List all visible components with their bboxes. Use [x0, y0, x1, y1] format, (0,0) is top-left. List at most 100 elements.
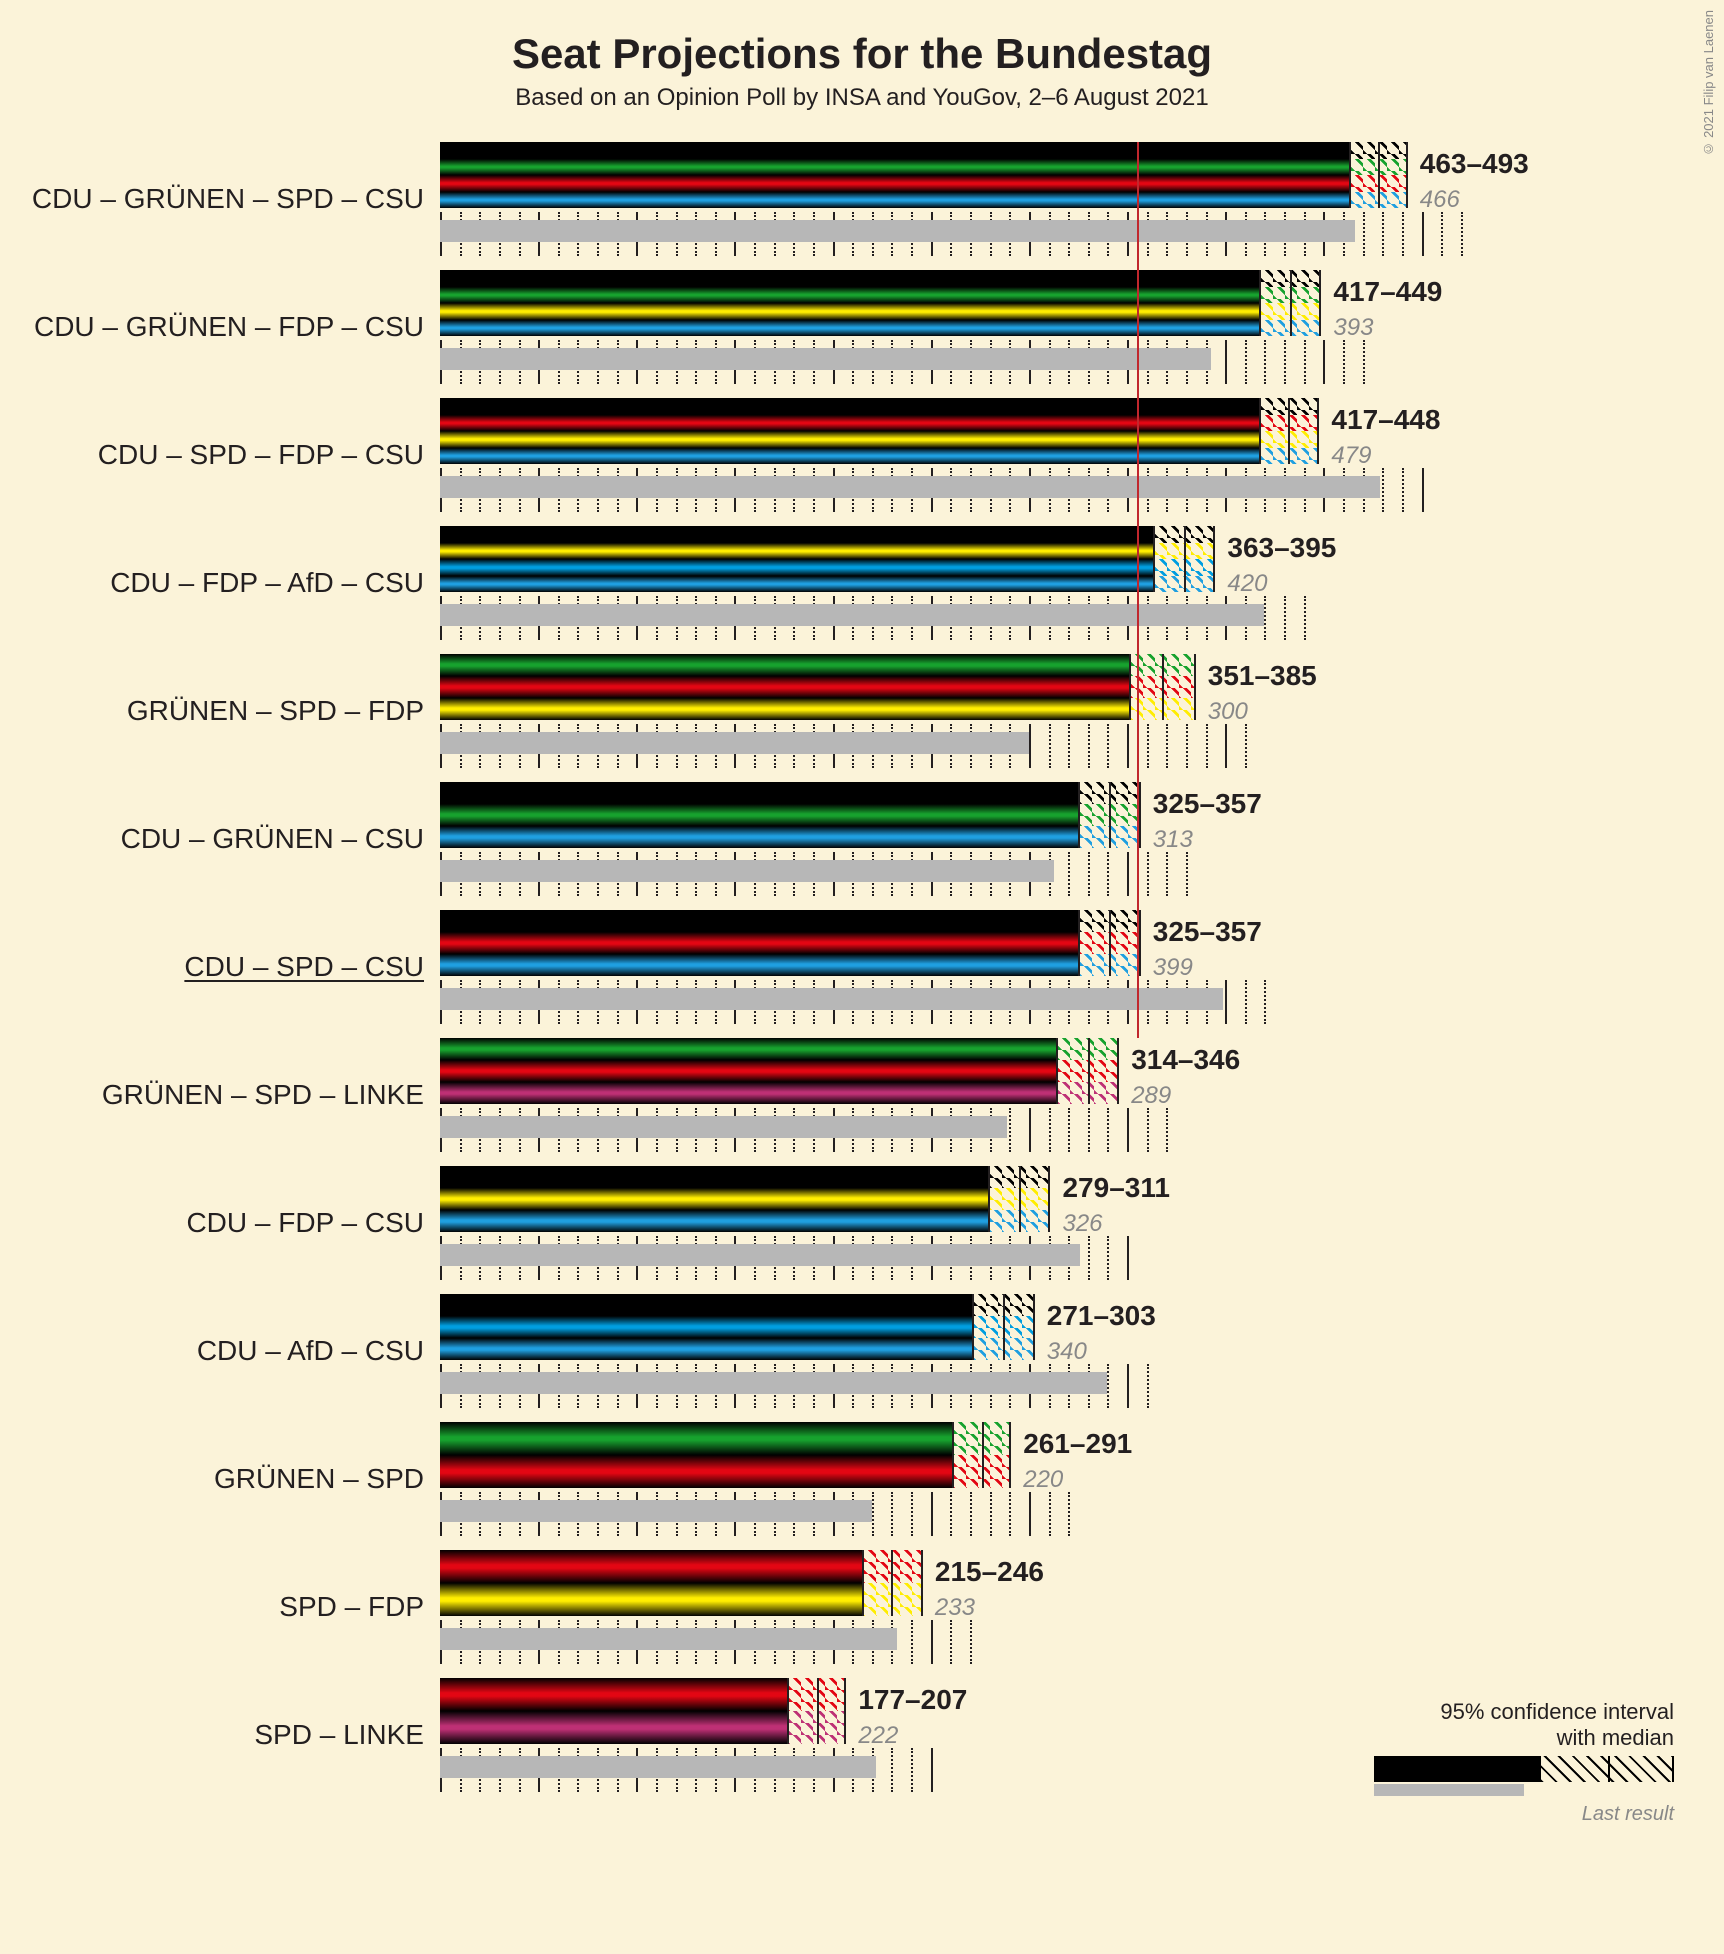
coalition-row: GRÜNEN – SPD261–291220 — [40, 1422, 1684, 1536]
stripe-fdp — [440, 303, 1259, 320]
stripe-gruenen — [440, 1038, 1056, 1060]
coalition-label: SPD – LINKE — [40, 1678, 440, 1792]
last-result-bar — [440, 988, 1223, 1010]
median-marker — [817, 1678, 819, 1744]
last-result-bar — [440, 604, 1264, 626]
coalition-row: CDU – SPD – FDP – CSU 417–448479 — [40, 398, 1684, 512]
median-marker — [1288, 398, 1290, 464]
coalition-row: CDU – GRÜNEN – FDP – CSU417–449393 — [40, 270, 1684, 384]
value-labels: 261–291220 — [1023, 1422, 1132, 1492]
stripe-fdp — [440, 431, 1259, 448]
stripe-cdu — [440, 782, 1078, 804]
range-value: 417–449 — [1333, 270, 1442, 306]
coalition-row: CDU – FDP – CSU 279–311326 — [40, 1166, 1684, 1280]
range-value: 177–207 — [858, 1678, 967, 1714]
stripe-spd — [440, 676, 1129, 698]
median-marker — [1109, 910, 1111, 976]
median-marker — [1378, 142, 1380, 208]
coalition-label-text: GRÜNEN – SPD – FDP — [127, 695, 424, 727]
last-result-bar — [440, 1628, 897, 1650]
legend-last-result-label: Last result — [1374, 1803, 1674, 1826]
coalition-row: CDU – AfD – CSU271–303340 — [40, 1294, 1684, 1408]
projection-bar — [440, 142, 1349, 208]
coalition-row: GRÜNEN – SPD – LINKE 314–346289 — [40, 1038, 1684, 1152]
value-labels: 279–311326 — [1062, 1166, 1169, 1236]
coalition-label-text: CDU – FDP – CSU — [186, 1207, 424, 1239]
copyright-text: © 2021 Filip van Laenen — [1701, 10, 1716, 157]
stripe-cdu — [440, 526, 1153, 543]
coalition-row: SPD – FDP 215–246233 — [40, 1550, 1684, 1664]
legend-sample-bar — [1374, 1756, 1674, 1798]
coalition-label: CDU – SPD – FDP – CSU — [40, 398, 440, 512]
legend: 95% confidence interval with median Last… — [1374, 1699, 1674, 1826]
bar-cell: 314–346289 — [440, 1038, 1684, 1152]
value-labels: 177–207222 — [858, 1678, 967, 1748]
stripe-fdp — [440, 543, 1153, 560]
value-labels: 417–448479 — [1331, 398, 1440, 468]
bar-cell: 325–357399 — [440, 910, 1684, 1024]
legend-title-line2: with median — [1557, 1725, 1674, 1750]
bar-cell: 351–385300 — [440, 654, 1684, 768]
stripe-csu — [440, 1210, 988, 1232]
chart-title: Seat Projections for the Bundestag — [40, 30, 1684, 78]
coalition-label: SPD – FDP — [40, 1550, 440, 1664]
projection-bar — [440, 1422, 952, 1488]
range-value: 314–346 — [1131, 1038, 1240, 1074]
median-marker — [1088, 1038, 1090, 1104]
stripe-gruenen — [440, 804, 1078, 826]
stripe-csu — [440, 1338, 972, 1360]
coalition-label: CDU – GRÜNEN – CSU — [40, 782, 440, 896]
stripe-linke — [440, 1082, 1056, 1104]
coalition-label-text: CDU – GRÜNEN – CSU — [121, 823, 424, 855]
projection-bar — [440, 398, 1259, 464]
stripe-csu — [440, 448, 1259, 465]
value-labels: 325–357399 — [1153, 910, 1262, 980]
stripe-cdu — [440, 270, 1259, 287]
bar-cell: 363–395420 — [440, 526, 1684, 640]
last-result-value: 313 — [1153, 818, 1262, 852]
projection-bar — [440, 1294, 972, 1360]
legend-ci-box — [1539, 1756, 1674, 1782]
coalition-label-text: CDU – SPD – CSU — [184, 951, 424, 983]
last-result-value: 466 — [1420, 178, 1529, 212]
coalition-label: GRÜNEN – SPD – LINKE — [40, 1038, 440, 1152]
stripe-spd — [440, 1678, 787, 1711]
projection-bar — [440, 1038, 1056, 1104]
stripe-gruenen — [440, 1422, 952, 1455]
coalition-label: CDU – GRÜNEN – FDP – CSU — [40, 270, 440, 384]
stripe-spd — [440, 415, 1259, 432]
bar-cell: 215–246233 — [440, 1550, 1684, 1664]
chart-page: © 2021 Filip van Laenen Seat Projections… — [0, 0, 1724, 1866]
stripe-linke — [440, 1711, 787, 1744]
last-result-value: 326 — [1062, 1202, 1169, 1236]
last-result-value: 300 — [1208, 690, 1317, 724]
legend-main-bar — [1374, 1756, 1539, 1782]
bar-cell: 417–449393 — [440, 270, 1684, 384]
last-result-value: 222 — [858, 1714, 967, 1748]
bar-cell: 271–303340 — [440, 1294, 1684, 1408]
bar-cell: 261–291220 — [440, 1422, 1684, 1536]
coalition-label-text: CDU – GRÜNEN – SPD – CSU — [32, 183, 424, 215]
projection-bar — [440, 782, 1078, 848]
value-labels: 215–246233 — [935, 1550, 1044, 1620]
legend-grey-bar — [1374, 1784, 1524, 1796]
range-value: 363–395 — [1227, 526, 1336, 562]
stripe-csu — [440, 954, 1078, 976]
median-marker — [891, 1550, 893, 1616]
stripe-gruenen — [440, 159, 1349, 176]
stripe-csu — [440, 192, 1349, 209]
last-result-bar — [440, 348, 1211, 370]
median-marker — [1162, 654, 1164, 720]
value-labels: 463–493466 — [1420, 142, 1529, 212]
last-result-value: 479 — [1331, 434, 1440, 468]
stripe-csu — [440, 576, 1153, 593]
last-result-value: 289 — [1131, 1074, 1240, 1108]
stripe-spd — [440, 175, 1349, 192]
last-result-value: 420 — [1227, 562, 1336, 596]
range-value: 271–303 — [1047, 1294, 1156, 1330]
value-labels: 314–346289 — [1131, 1038, 1240, 1108]
last-result-bar — [440, 1756, 876, 1778]
stripe-cdu — [440, 910, 1078, 932]
coalition-row: CDU – GRÜNEN – CSU325–357313 — [40, 782, 1684, 896]
stripe-spd — [440, 932, 1078, 954]
